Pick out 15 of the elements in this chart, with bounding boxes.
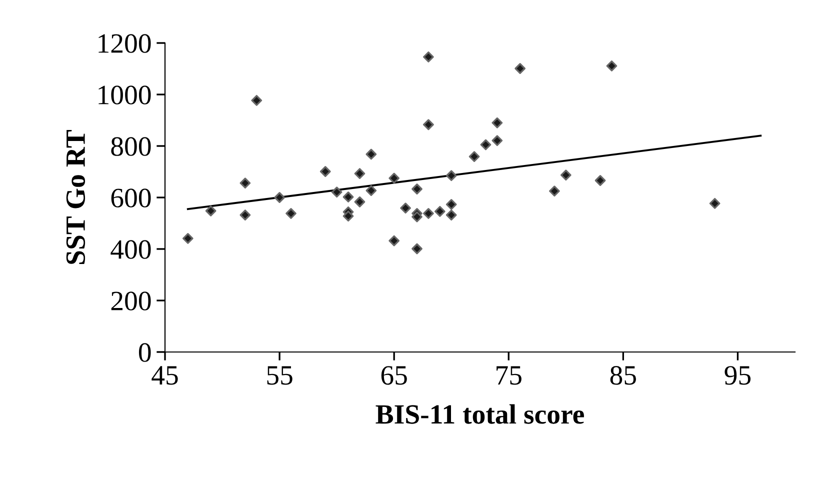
y-tick-label: 1200 xyxy=(98,34,151,53)
x-tick-label: 85 xyxy=(610,366,636,385)
y-axis-title: SST Go RT xyxy=(66,130,86,264)
y-tick-label: 0 xyxy=(138,343,151,362)
x-tick-label: 45 xyxy=(152,366,178,385)
x-axis-title: BIS-11 total score xyxy=(376,404,584,424)
x-tick-label: 65 xyxy=(381,366,407,385)
x-tick-label: 75 xyxy=(496,366,522,385)
y-tick-label: 600 xyxy=(111,188,151,208)
y-tick-label: 1000 xyxy=(98,86,151,104)
y-tick-label: 400 xyxy=(110,240,151,259)
y-tick-label: 800 xyxy=(111,137,151,156)
x-tick-label: 95 xyxy=(724,366,751,385)
x-tick-label: 55 xyxy=(267,366,292,385)
y-tick-label: 200 xyxy=(111,292,151,310)
